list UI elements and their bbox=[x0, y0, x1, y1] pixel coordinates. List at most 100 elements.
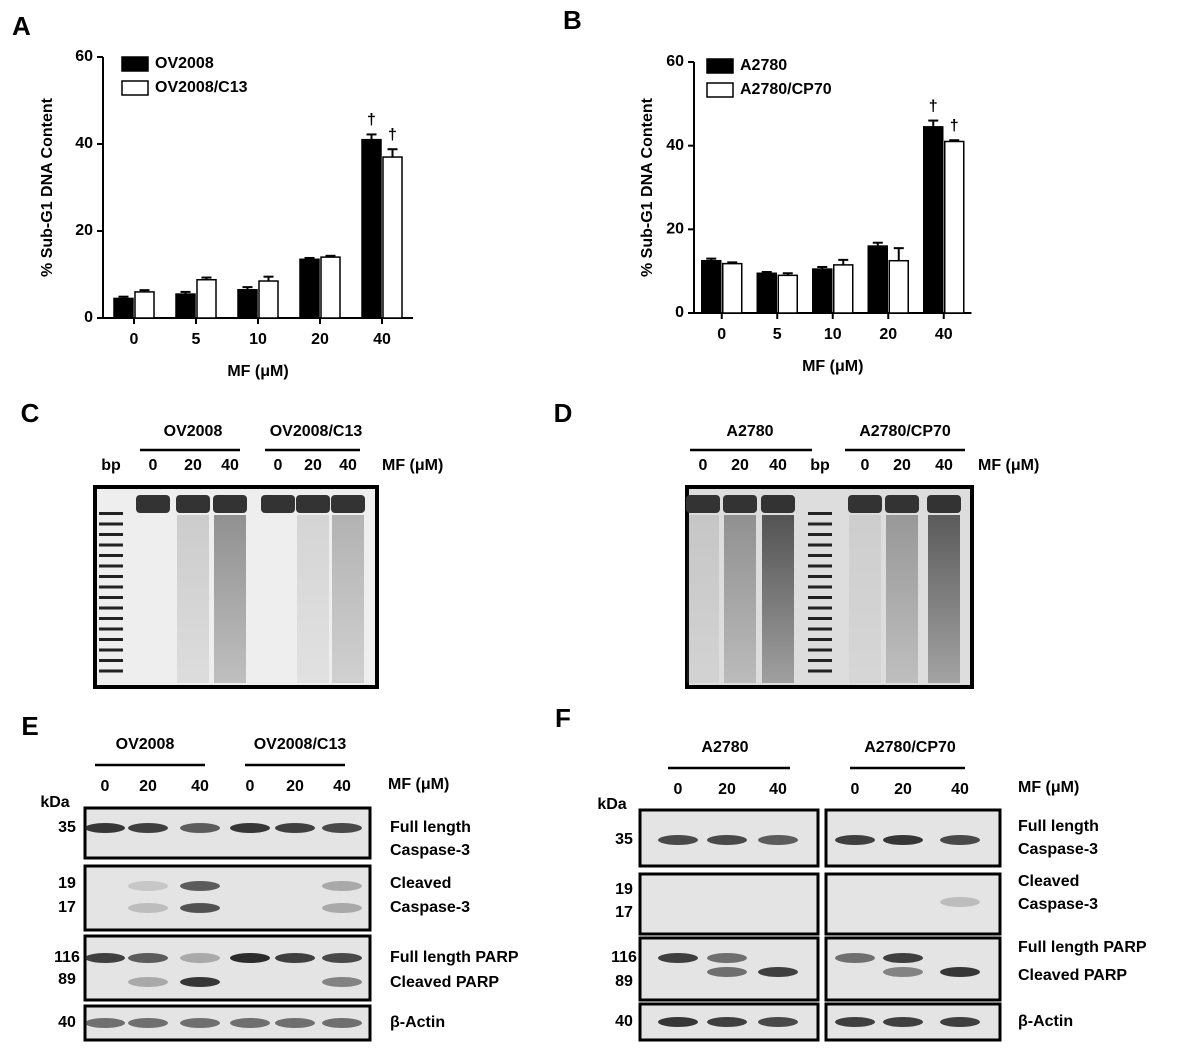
marker-label: 89 bbox=[615, 973, 633, 990]
bar bbox=[777, 274, 798, 314]
band bbox=[940, 967, 980, 977]
x-tick-label: 10 bbox=[249, 331, 267, 348]
bar bbox=[833, 264, 854, 314]
y-tick-label: 60 bbox=[666, 53, 684, 70]
unit-label: MF (μM) bbox=[382, 457, 443, 474]
marker-label: 35 bbox=[58, 819, 76, 836]
well bbox=[261, 495, 295, 513]
y-axis-label: % Sub-G1 DNA Content bbox=[639, 97, 656, 277]
y-tick-label: 0 bbox=[675, 304, 684, 321]
marker-label: 40 bbox=[615, 1013, 633, 1030]
panel-letter: F bbox=[555, 703, 571, 733]
lane-label: 20 bbox=[304, 457, 322, 474]
kda-label: kDa bbox=[597, 796, 626, 813]
x-tick-label: 40 bbox=[935, 326, 953, 343]
marker-label: 19 bbox=[615, 881, 633, 898]
ladder-band bbox=[99, 659, 123, 662]
lane-label: 0 bbox=[246, 778, 255, 795]
ladder-band bbox=[808, 564, 832, 568]
bar bbox=[944, 140, 965, 314]
row-label: Caspase-3 bbox=[390, 899, 470, 916]
ladder-band bbox=[99, 533, 123, 536]
ladder-band bbox=[808, 659, 832, 662]
ladder-band bbox=[99, 585, 123, 589]
panel-letter: B bbox=[563, 5, 582, 35]
lane-label: 20 bbox=[184, 457, 202, 474]
smear bbox=[928, 515, 960, 683]
legend-swatch bbox=[121, 56, 149, 72]
well bbox=[213, 495, 247, 513]
x-tick-label: 0 bbox=[717, 326, 726, 343]
ladder-band bbox=[99, 617, 123, 620]
group-label: OV2008/C13 bbox=[270, 423, 363, 440]
y-tick-label: 0 bbox=[84, 309, 93, 326]
bar bbox=[361, 138, 382, 319]
band bbox=[180, 953, 220, 963]
ladder-band bbox=[99, 606, 123, 610]
y-tick-label: 20 bbox=[75, 222, 93, 239]
ladder-band bbox=[808, 585, 832, 589]
kda-label: kDa bbox=[40, 794, 69, 811]
well bbox=[296, 495, 330, 513]
blot bbox=[638, 872, 820, 936]
x-tick-label: 0 bbox=[130, 331, 139, 348]
lane-label: 40 bbox=[935, 457, 953, 474]
x-tick-label: 20 bbox=[311, 331, 329, 348]
smear bbox=[297, 515, 329, 683]
bar bbox=[196, 278, 217, 319]
ladder-band bbox=[808, 638, 832, 641]
ladder-band bbox=[808, 669, 832, 673]
annotation: † bbox=[929, 98, 938, 115]
blot bbox=[83, 806, 372, 860]
band bbox=[180, 903, 220, 913]
group-label: A2780 bbox=[726, 423, 773, 440]
band bbox=[883, 835, 923, 845]
smear bbox=[332, 515, 364, 683]
band bbox=[180, 881, 220, 891]
band bbox=[180, 1018, 220, 1028]
well bbox=[723, 495, 757, 513]
ladder-band bbox=[808, 596, 832, 599]
bar bbox=[722, 262, 743, 314]
bar bbox=[382, 156, 403, 319]
band bbox=[180, 823, 220, 833]
ladder-band bbox=[808, 606, 832, 610]
well bbox=[136, 495, 170, 513]
group-label: OV2008 bbox=[164, 423, 223, 440]
ladder-band bbox=[808, 543, 832, 547]
legend-label: A2780/CP70 bbox=[740, 81, 832, 98]
annotation: † bbox=[388, 126, 397, 143]
band bbox=[128, 953, 168, 963]
marker-label: 19 bbox=[58, 875, 76, 892]
band bbox=[707, 967, 747, 977]
ladder-band bbox=[99, 627, 123, 631]
band bbox=[85, 953, 125, 963]
band bbox=[658, 1017, 698, 1027]
bar bbox=[756, 272, 777, 314]
lane-label: 0 bbox=[674, 781, 683, 798]
bar bbox=[867, 245, 888, 314]
legend-swatch bbox=[706, 58, 734, 74]
lane-label: 0 bbox=[699, 457, 708, 474]
band bbox=[758, 835, 798, 845]
band bbox=[322, 977, 362, 987]
lane-label: 0 bbox=[274, 457, 283, 474]
well bbox=[848, 495, 882, 513]
band bbox=[230, 953, 270, 963]
bar bbox=[888, 259, 909, 314]
panel-letter: C bbox=[21, 398, 40, 428]
ladder-band bbox=[99, 575, 123, 578]
well bbox=[331, 495, 365, 513]
smear bbox=[214, 515, 246, 683]
band bbox=[758, 1017, 798, 1027]
lane-label: 40 bbox=[951, 781, 969, 798]
band bbox=[128, 823, 168, 833]
band bbox=[835, 1017, 875, 1027]
row-label: Cleaved PARP bbox=[1018, 967, 1127, 984]
group-label: OV2008 bbox=[116, 736, 175, 753]
band bbox=[180, 977, 220, 987]
group-label: OV2008/C13 bbox=[254, 736, 347, 753]
lane-label: 0 bbox=[101, 778, 110, 795]
band bbox=[128, 881, 168, 891]
